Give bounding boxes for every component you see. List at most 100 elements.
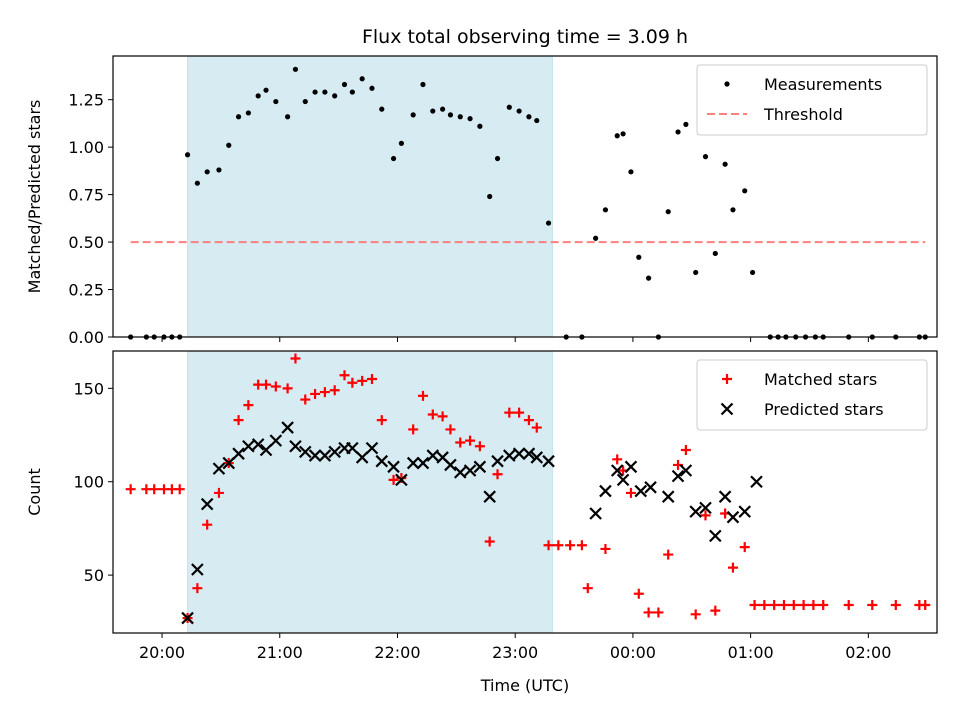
matched-stars-point — [376, 415, 387, 426]
matched-stars-point — [633, 588, 644, 599]
matched-stars-point — [417, 390, 428, 401]
predicted-stars-point — [289, 439, 302, 453]
measurement-point — [349, 89, 355, 95]
measurement-point — [312, 89, 318, 95]
matched-stars-point — [600, 543, 611, 554]
matched-stars-point — [310, 388, 321, 399]
matched-stars-point — [890, 599, 901, 610]
predicted-stars-point — [444, 458, 457, 472]
matched-stars-point — [727, 562, 738, 573]
matched-stars-point — [388, 474, 399, 485]
matched-stars-point — [612, 454, 623, 465]
legend-marker-matched — [722, 374, 732, 384]
measurement-point — [516, 108, 522, 114]
measurement-point — [379, 106, 385, 112]
y-tick-label: 1.00 — [68, 138, 104, 157]
matched-stars-point — [300, 394, 311, 405]
predicted-stars-point — [616, 473, 630, 487]
matched-stars-point — [778, 599, 789, 610]
predicted-stars-point — [589, 507, 602, 520]
observing-window-span — [187, 55, 553, 338]
matched-stars-point — [366, 374, 377, 385]
measurement-point — [369, 85, 375, 91]
measurement-point — [683, 121, 689, 127]
measurement-point — [332, 93, 338, 99]
y-tick-label: 1.25 — [68, 91, 104, 110]
legend-box — [696, 359, 928, 431]
matched-stars-point — [357, 375, 368, 386]
measurement-point — [302, 98, 308, 105]
measurement-point — [322, 89, 328, 95]
y-tick-label: 100 — [73, 473, 104, 492]
measurement-point — [420, 81, 426, 88]
predicted-stars-point — [726, 510, 740, 524]
y-axis-label: Matched/Predicted stars — [25, 100, 44, 294]
predicted-stars-point — [679, 464, 693, 477]
matched-stars-point — [576, 540, 587, 551]
y-axis-label: Count — [25, 468, 44, 516]
observing-window-span — [187, 350, 553, 634]
measurement-point — [602, 207, 609, 213]
predicted-stars-point — [318, 449, 332, 462]
matched-stars-point — [484, 536, 495, 547]
predicted-stars-point — [426, 449, 440, 462]
predicted-stars-point — [634, 484, 648, 498]
flux-ratio-panel: Flux total observing time = 3.09 h 0.00 0… — [25, 26, 938, 347]
measurement-point — [184, 152, 191, 158]
legend-marker-predicted — [720, 402, 734, 416]
measurement-point — [430, 108, 436, 114]
x-tick-label: 02:00 — [845, 643, 891, 662]
matched-stars-point — [174, 484, 185, 495]
predicted-stars-point — [308, 449, 322, 462]
matched-stars-point — [653, 607, 664, 618]
matched-stars-point — [270, 381, 281, 392]
legend: Measurements Threshold — [696, 64, 928, 136]
matched-stars-point — [213, 487, 224, 498]
predicted-stars-point — [709, 529, 722, 543]
predicted-stars-point — [191, 563, 204, 576]
predicted-stars-point — [750, 475, 763, 489]
matched-stars-point — [408, 424, 419, 435]
measurement-point — [702, 154, 709, 160]
legend-label-matched: Matched stars — [764, 370, 877, 389]
matched-stars-point — [329, 385, 340, 396]
x-axis-label: Time (UTC) — [480, 676, 569, 695]
y-tick-label: 0.75 — [68, 186, 104, 205]
matched-stars-point — [565, 540, 576, 551]
matched-stars-point — [643, 607, 654, 618]
measurement-point — [646, 275, 652, 281]
matched-stars-point — [492, 469, 503, 480]
predicted-stars-point — [298, 445, 312, 459]
measurement-point — [526, 114, 532, 120]
axes-frame — [112, 55, 938, 338]
y-tick-label: 50 — [84, 566, 104, 585]
matched-stars-point — [347, 377, 358, 388]
measurement-point — [712, 250, 718, 257]
predicted-stars-point — [281, 421, 294, 434]
predicted-stars-point — [491, 454, 504, 468]
measurement-point — [263, 87, 269, 93]
matched-stars-point — [625, 487, 636, 498]
matched-stars-point — [739, 542, 750, 553]
predicted-stars-point — [355, 451, 369, 464]
predicted-stars-point — [624, 460, 638, 474]
measurement-point — [216, 167, 222, 173]
measurement-point — [359, 76, 365, 82]
predicted-stars-point — [644, 481, 657, 494]
matched-stars-point — [445, 424, 456, 435]
matched-stars-point — [339, 370, 350, 381]
axes-frame — [112, 350, 938, 634]
predicted-stars-point — [671, 469, 685, 483]
measurement-point — [675, 129, 681, 135]
measurement-point — [494, 155, 501, 162]
predicted-stars-point — [212, 462, 226, 475]
predicted-stars-point — [365, 441, 379, 455]
matched-stars-point — [710, 605, 721, 616]
matched-stars-point — [808, 599, 819, 610]
measurement-point — [410, 112, 416, 118]
measurement-point — [467, 116, 473, 122]
measurement-point — [226, 142, 232, 148]
measurement-point — [620, 131, 626, 137]
measurement-point — [398, 140, 404, 146]
matched-stars-point — [319, 387, 330, 398]
